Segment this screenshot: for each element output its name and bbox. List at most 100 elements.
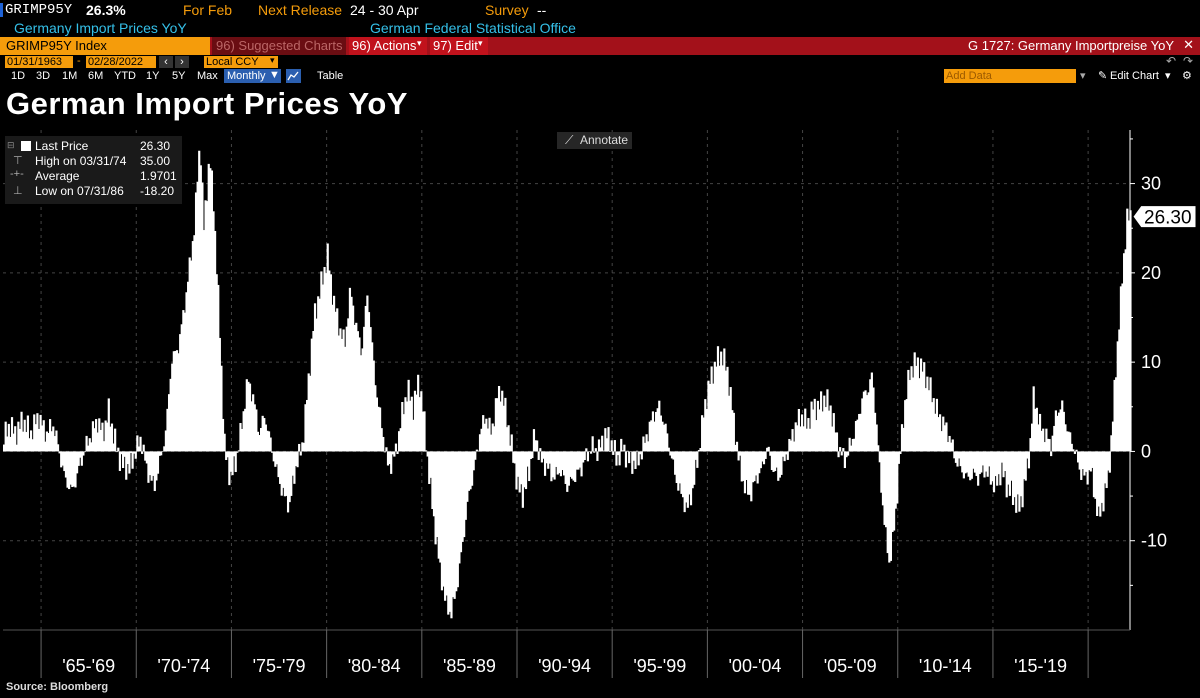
data-bar [612,451,615,455]
data-bar [115,451,118,453]
data-bar [394,443,398,452]
range-5y[interactable]: 5Y [172,70,186,82]
survey-label: Survey [485,2,529,18]
edit-button[interactable]: 97) Edit ▾ [430,37,488,55]
data-bar [850,445,853,452]
data-bar [637,451,640,466]
data-bar [647,441,650,452]
currency-select[interactable]: Local CCY ▾ [204,55,278,68]
data-bar [356,331,359,452]
range-1m[interactable]: 1M [62,70,78,82]
data-bar [221,418,225,452]
annotate-label: Annotate [580,133,629,147]
data-bar [1042,428,1045,452]
data-bar [1073,451,1077,454]
data-bar [52,426,55,452]
data-bar [237,450,240,452]
data-bar [729,387,732,452]
range-3d[interactable]: 3D [36,70,51,82]
data-bar [791,429,794,452]
settings-icon[interactable]: ⚙ [1182,70,1192,82]
data-bar [260,427,263,452]
ticker-symbol[interactable]: GRIMP95Y [5,2,73,18]
data-bar [377,406,380,452]
data-bar [1070,443,1073,452]
currency-caret-icon: ▾ [270,55,275,65]
data-bar [977,451,980,486]
line-chart-icon[interactable] [286,69,301,83]
next-range-icon[interactable]: › [175,56,189,68]
add-data-input[interactable]: Add Data [944,69,1076,83]
data-bar [469,451,472,490]
data-bar [401,401,404,452]
table-button[interactable]: Table [317,70,344,82]
data-bar [1008,451,1011,496]
data-bar [191,241,194,452]
low-marker-icon: ⊥ [13,185,23,197]
data-bar [488,417,491,452]
data-bar [570,451,574,479]
data-bar [910,366,913,452]
data-bar [797,408,800,452]
data-bar [96,432,99,452]
data-bar [412,419,415,452]
data-bar [390,451,393,474]
data-bar [363,326,366,452]
data-bar [829,405,832,452]
end-date-input[interactable]: 02/28/2022 [86,56,156,68]
prev-range-icon[interactable]: ‹ [159,56,173,68]
suggested-charts-button[interactable]: 96) Suggested Charts [212,37,346,55]
data-bar [490,434,493,452]
data-bar [444,451,447,601]
range-ytd[interactable]: YTD [114,70,136,82]
data-bar [931,402,934,452]
edit-chart-caret-icon[interactable]: ▾ [1165,70,1171,82]
data-bar [160,451,163,456]
frequency-select[interactable]: Monthly ▼ [224,69,281,83]
data-bar [575,451,578,470]
data-bar [3,444,6,452]
data-bar [1023,451,1026,480]
data-bar [735,441,739,452]
data-bar [737,451,740,461]
range-1y[interactable]: 1Y [146,70,160,82]
edit-chart-button[interactable]: Edit Chart [1110,70,1159,82]
data-bar [267,431,271,452]
data-bar [837,451,840,458]
data-bar [672,451,675,460]
data-bar [774,451,777,472]
data-bar [783,451,786,462]
undo-icon[interactable]: ↶ [1166,54,1177,68]
range-6m[interactable]: 6M [88,70,104,82]
data-bar [1116,341,1119,452]
data-bar [147,451,150,483]
data-bar [375,397,378,452]
data-bar [585,448,588,452]
annotate-button[interactable]: ⟋ Annotate [557,132,632,149]
data-bar [47,433,50,452]
security-field[interactable]: GRIMP95Y Index [0,37,210,55]
data-bar [272,451,275,462]
data-bar [439,451,442,563]
menu-bar: GRIMP95Y Index 96) Suggested Charts 96) … [0,37,1200,55]
actions-button[interactable]: 96) Actions ▾ [349,37,427,55]
data-bar [551,451,555,478]
data-bar [912,377,915,452]
data-bar [509,445,512,452]
add-data-caret-icon[interactable]: ▾ [1080,70,1086,82]
start-date-input[interactable]: 01/31/1963 [5,56,73,68]
data-bar [491,423,494,452]
data-bar [6,436,9,452]
redo-icon[interactable]: ↷ [1183,54,1194,68]
range-max[interactable]: Max [197,70,218,82]
data-bar [355,322,358,452]
data-bar [724,370,728,452]
start-date-value: 01/31/1963 [7,56,63,68]
range-1d[interactable]: 1D [11,70,26,82]
data-bar [945,422,948,452]
close-icon[interactable]: ✕ [1183,37,1194,52]
data-bar [169,378,172,452]
data-bar [996,451,999,486]
data-bar [937,417,940,452]
legend-collapse-icon[interactable]: ⊟ [7,140,15,150]
